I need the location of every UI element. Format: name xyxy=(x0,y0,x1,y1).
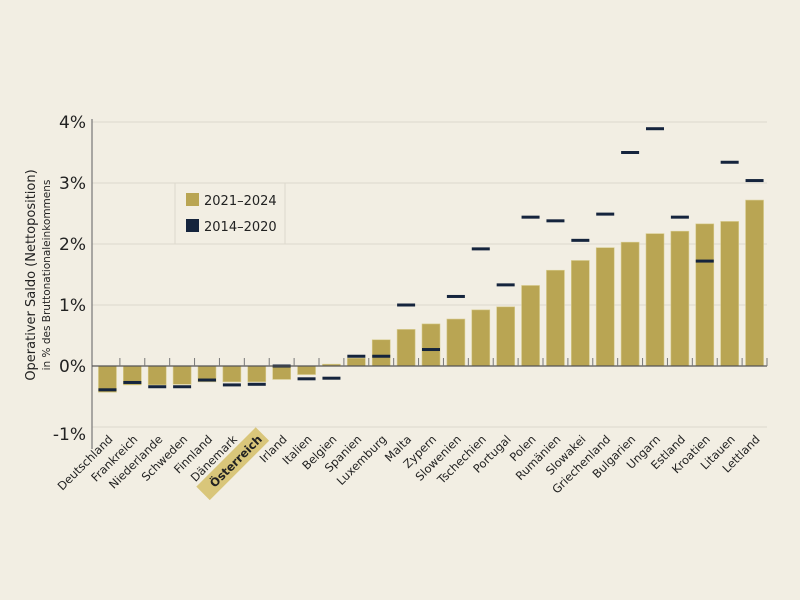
bar-Zypern xyxy=(421,323,441,367)
marker-Rumänien xyxy=(546,219,565,223)
bar-Slowakei xyxy=(571,260,590,367)
marker-Estland xyxy=(670,215,689,219)
marker-Tschechien xyxy=(471,247,490,251)
marker-Finnland xyxy=(198,378,216,382)
bar-Rumänien xyxy=(546,269,565,367)
marker-Portugal xyxy=(496,283,515,287)
bar-Litauen xyxy=(720,221,739,367)
y-tick-label: 3% xyxy=(59,174,86,194)
bar-Niederlande xyxy=(147,365,167,386)
x-tick-labels: DeutschlandFrankreichNiederlandeSchweden… xyxy=(55,427,763,501)
marker-Luxemburg xyxy=(372,354,391,358)
marker-Belgien xyxy=(322,376,341,380)
marker-Slowenien xyxy=(446,294,465,298)
marker-Lettland xyxy=(745,179,764,183)
y-tick-label: 1% xyxy=(59,296,86,316)
legend-swatch-bars xyxy=(186,193,199,206)
bar-Lettland xyxy=(745,199,764,367)
bar-Ungarn xyxy=(645,233,665,367)
marker-Bulgarien xyxy=(621,151,640,154)
y-tick-label: -1% xyxy=(53,425,86,445)
bar-Dänemark xyxy=(222,365,242,383)
legend-label-bars: 2021–2024 xyxy=(204,194,277,209)
y-tick-label: 0% xyxy=(59,357,86,377)
axes xyxy=(91,119,768,449)
marker-Kroatien xyxy=(695,259,714,263)
bars xyxy=(98,127,764,393)
bar-Kroatien xyxy=(695,223,715,367)
y-axis-label: Operativer Saldo (Nettoposition) xyxy=(24,169,39,380)
marker-Polen xyxy=(521,215,540,219)
y-tick-label: 4% xyxy=(59,113,86,133)
marker-Slowakei xyxy=(571,238,590,242)
marker-Italien xyxy=(297,377,316,381)
bar-Bulgarien xyxy=(620,241,640,367)
marker-Niederlande xyxy=(148,385,167,389)
y-axis-sublabel: in % des Bruttonationaleinkommens xyxy=(41,180,53,371)
marker-Spanien xyxy=(347,354,366,358)
marker-Griechenland xyxy=(596,212,615,216)
bar-Griechenland xyxy=(595,247,615,367)
bar-Österreich xyxy=(247,365,267,383)
marker-Frankreich xyxy=(123,380,142,384)
bar-Luxemburg xyxy=(371,339,391,367)
marker-Zypern xyxy=(422,348,440,352)
bar-Schweden xyxy=(172,365,192,385)
legend-swatch-dash xyxy=(186,219,199,232)
y-tick-labels: -1% 0% 1% 2% 3% 4% xyxy=(53,113,86,445)
bar-Italien xyxy=(297,365,316,375)
bar-Malta xyxy=(396,329,416,367)
bar-Tschechien xyxy=(471,309,491,367)
bar-Slowenien xyxy=(446,318,466,367)
bar-Portugal xyxy=(496,306,515,367)
marker-Schweden xyxy=(173,385,192,389)
y-tick-label: 2% xyxy=(59,235,86,255)
bar-Irland xyxy=(272,365,291,380)
marker-Österreich xyxy=(247,382,266,386)
marker-Ungarn xyxy=(646,127,664,131)
marker-Malta xyxy=(397,303,416,307)
y-axis-title: Operativer Saldo (Nettoposition) in % de… xyxy=(24,169,53,380)
marker-Deutschland xyxy=(98,388,117,392)
highlight-box xyxy=(196,427,270,501)
legend-label-dash: 2014–2020 xyxy=(204,220,277,235)
marker-Litauen xyxy=(720,160,739,164)
bar-Polen xyxy=(521,285,540,367)
bar-Estland xyxy=(670,230,690,367)
gridlines xyxy=(92,121,767,428)
legend: 2021–2024 2014–2020 xyxy=(174,182,286,245)
bar-Spanien xyxy=(347,357,366,367)
marker-Dänemark xyxy=(222,383,241,387)
